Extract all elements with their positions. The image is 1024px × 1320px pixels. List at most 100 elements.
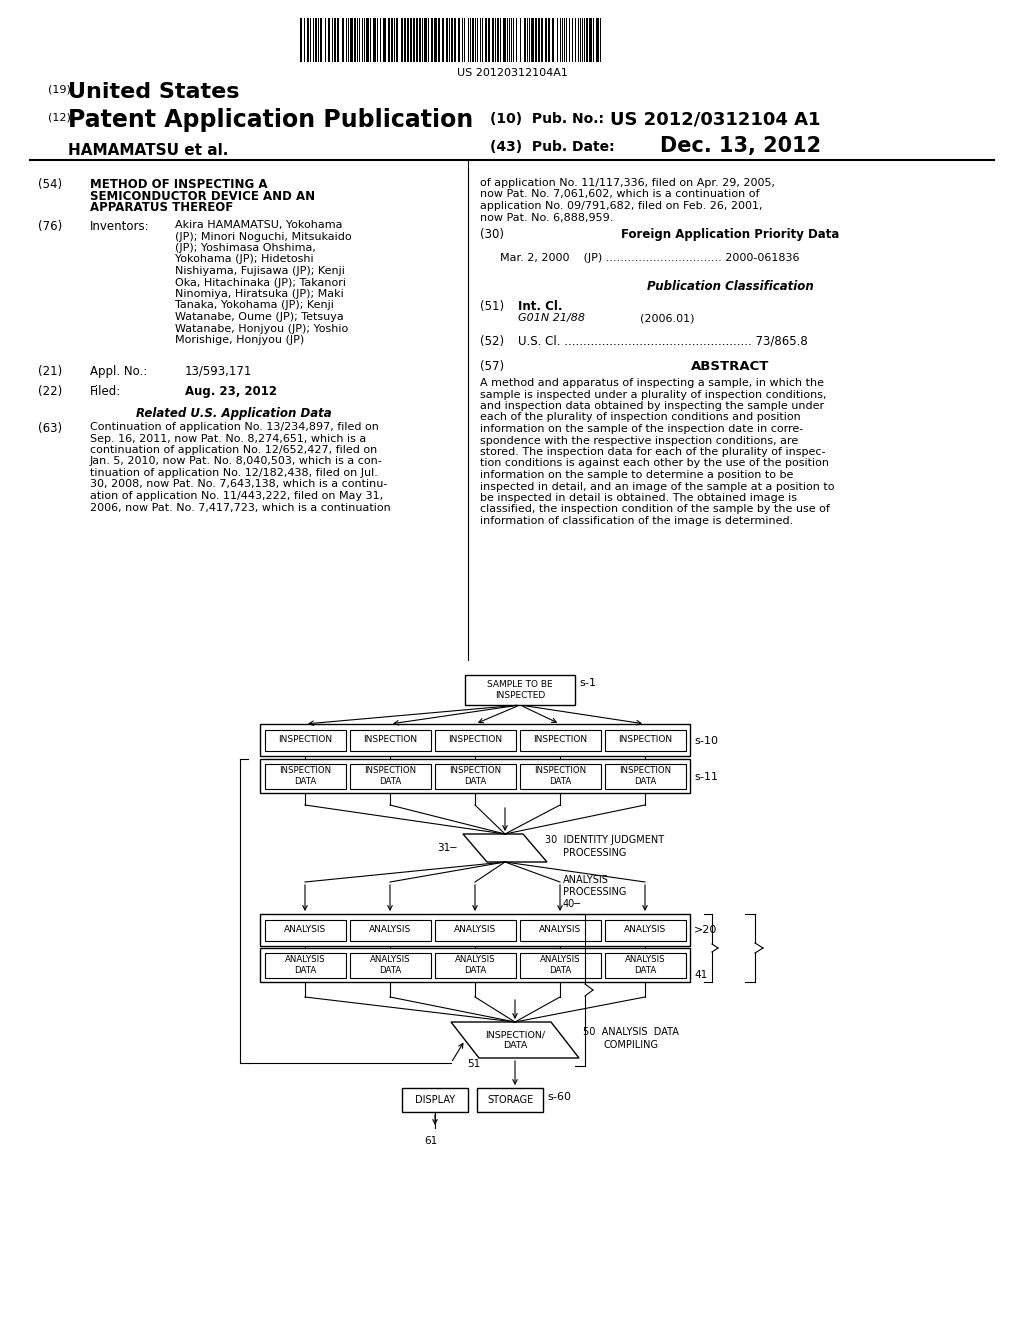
- Text: HAMAMATSU et al.: HAMAMATSU et al.: [68, 143, 228, 158]
- Text: Continuation of application No. 13/234,897, filed on: Continuation of application No. 13/234,8…: [90, 422, 379, 432]
- Bar: [519, 763, 600, 788]
- Bar: [260, 723, 690, 756]
- Bar: [477, 1088, 543, 1111]
- Bar: [446, 18, 449, 62]
- Bar: [349, 730, 430, 751]
- Text: classified, the inspection condition of the sample by the use of: classified, the inspection condition of …: [480, 504, 829, 515]
- Bar: [538, 18, 540, 62]
- Bar: [354, 18, 356, 62]
- Text: Oka, Hitachinaka (JP); Takanori: Oka, Hitachinaka (JP); Takanori: [175, 277, 346, 288]
- Bar: [328, 18, 330, 62]
- Text: now Pat. No. 7,061,602, which is a continuation of: now Pat. No. 7,061,602, which is a conti…: [480, 190, 760, 199]
- Text: ABSTRACT: ABSTRACT: [691, 360, 769, 374]
- Text: United States: United States: [68, 82, 240, 102]
- Text: tinuation of application No. 12/182,438, filed on Jul.: tinuation of application No. 12/182,438,…: [90, 469, 378, 478]
- Text: ANALYSIS
DATA: ANALYSIS DATA: [625, 956, 666, 974]
- Text: ANALYSIS
DATA: ANALYSIS DATA: [540, 956, 581, 974]
- Bar: [438, 18, 440, 62]
- Text: Aug. 23, 2012: Aug. 23, 2012: [185, 385, 278, 399]
- Text: PROCESSING: PROCESSING: [563, 887, 627, 898]
- Bar: [519, 730, 600, 751]
- Text: Watanabe, Oume (JP); Tetsuya: Watanabe, Oume (JP); Tetsuya: [175, 312, 344, 322]
- Bar: [342, 18, 344, 62]
- Text: (51): (51): [480, 300, 504, 313]
- Bar: [586, 18, 588, 62]
- Text: (12): (12): [48, 112, 71, 121]
- Bar: [431, 18, 433, 62]
- Text: SAMPLE TO BE
INSPECTED: SAMPLE TO BE INSPECTED: [487, 680, 553, 700]
- Text: METHOD OF INSPECTING A: METHOD OF INSPECTING A: [90, 178, 267, 191]
- Text: Int. Cl.: Int. Cl.: [518, 300, 562, 313]
- Text: ANALYSIS
DATA: ANALYSIS DATA: [370, 956, 411, 974]
- Text: be inspected in detail is obtained. The obtained image is: be inspected in detail is obtained. The …: [480, 492, 797, 503]
- Text: (76): (76): [38, 220, 62, 234]
- Text: Patent Application Publication: Patent Application Publication: [68, 108, 473, 132]
- Text: ANALYSIS: ANALYSIS: [563, 875, 609, 884]
- Text: Foreign Application Priority Data: Foreign Application Priority Data: [621, 228, 840, 242]
- Text: US 20120312104A1: US 20120312104A1: [457, 69, 567, 78]
- Bar: [519, 920, 600, 940]
- Text: ation of application No. 11/443,222, filed on May 31,: ation of application No. 11/443,222, fil…: [90, 491, 383, 502]
- Text: Filed:: Filed:: [90, 385, 121, 399]
- Bar: [260, 948, 690, 982]
- Text: (43)  Pub. Date:: (43) Pub. Date:: [490, 140, 614, 154]
- Text: ANALYSIS: ANALYSIS: [369, 925, 411, 935]
- Bar: [519, 953, 600, 978]
- Bar: [434, 920, 515, 940]
- Text: INSPECTION: INSPECTION: [278, 735, 332, 744]
- Bar: [383, 18, 386, 62]
- Bar: [442, 18, 444, 62]
- Bar: [492, 18, 494, 62]
- Text: DISPLAY: DISPLAY: [415, 1096, 455, 1105]
- Text: ANALYSIS: ANALYSIS: [284, 925, 326, 935]
- Text: of application No. 11/117,336, filed on Apr. 29, 2005,: of application No. 11/117,336, filed on …: [480, 178, 775, 187]
- Bar: [350, 18, 353, 62]
- Text: (JP); Yoshimasa Ohshima,: (JP); Yoshimasa Ohshima,: [175, 243, 315, 253]
- Text: INSPECTION: INSPECTION: [532, 735, 587, 744]
- Bar: [407, 18, 409, 62]
- Text: (21): (21): [38, 366, 62, 378]
- Text: $\mathsf{s}$-60: $\mathsf{s}$-60: [547, 1090, 572, 1102]
- Text: 2006, now Pat. No. 7,417,723, which is a continuation: 2006, now Pat. No. 7,417,723, which is a…: [90, 503, 391, 512]
- Text: Publication Classification: Publication Classification: [646, 280, 813, 293]
- Text: inspected in detail, and an image of the sample at a position to: inspected in detail, and an image of the…: [480, 482, 835, 491]
- Text: 41: 41: [694, 970, 708, 979]
- Bar: [319, 18, 322, 62]
- Text: (22): (22): [38, 385, 62, 399]
- Bar: [264, 953, 345, 978]
- Bar: [531, 18, 534, 62]
- Text: INSPECTION: INSPECTION: [447, 735, 502, 744]
- Text: U.S. Cl. .................................................. 73/865.8: U.S. Cl. ...............................…: [518, 335, 808, 348]
- Text: information on the sample of the inspection date in corre-: information on the sample of the inspect…: [480, 424, 803, 434]
- Bar: [434, 763, 515, 788]
- Text: Akira HAMAMATSU, Yokohama: Akira HAMAMATSU, Yokohama: [175, 220, 342, 230]
- Bar: [391, 18, 393, 62]
- Text: 50  ANALYSIS  DATA: 50 ANALYSIS DATA: [583, 1027, 679, 1038]
- Text: information of classification of the image is determined.: information of classification of the ima…: [480, 516, 794, 525]
- Polygon shape: [463, 834, 547, 862]
- Bar: [419, 18, 421, 62]
- Text: 30  IDENTITY JUDGMENT: 30 IDENTITY JUDGMENT: [545, 836, 665, 845]
- Text: Yokohama (JP); Hidetoshi: Yokohama (JP); Hidetoshi: [175, 255, 313, 264]
- Bar: [366, 18, 369, 62]
- Text: INSPECTION
DATA: INSPECTION DATA: [279, 767, 331, 785]
- Text: continuation of application No. 12/652,427, filed on: continuation of application No. 12/652,4…: [90, 445, 377, 455]
- Bar: [604, 920, 685, 940]
- Text: G01N 21/88: G01N 21/88: [518, 314, 585, 323]
- Bar: [300, 18, 302, 62]
- Bar: [465, 675, 575, 705]
- Bar: [488, 18, 490, 62]
- Bar: [503, 18, 506, 62]
- Bar: [552, 18, 554, 62]
- Bar: [410, 18, 412, 62]
- Bar: [402, 1088, 468, 1111]
- Bar: [349, 763, 430, 788]
- Text: (52): (52): [480, 335, 504, 348]
- Text: INSPECTION
DATA: INSPECTION DATA: [618, 767, 671, 785]
- Text: ANALYSIS
DATA: ANALYSIS DATA: [285, 956, 326, 974]
- Text: and inspection data obtained by inspecting the sample under: and inspection data obtained by inspecti…: [480, 401, 824, 411]
- Bar: [604, 953, 685, 978]
- Bar: [541, 18, 543, 62]
- Bar: [434, 18, 437, 62]
- Bar: [472, 18, 474, 62]
